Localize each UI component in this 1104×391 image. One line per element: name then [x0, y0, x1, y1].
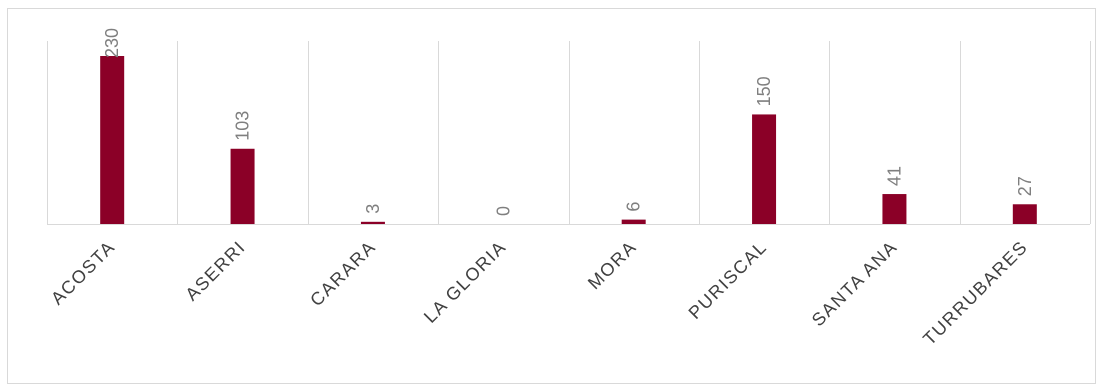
category-label: SANTA ANA — [808, 237, 901, 330]
data-label: 3 — [363, 204, 383, 214]
bar-puriscal — [752, 114, 777, 224]
category-label: MORA — [584, 237, 641, 294]
data-label: 41 — [884, 166, 904, 186]
data-label: 150 — [754, 76, 774, 106]
bar-carara — [360, 221, 385, 224]
category-label: ACOSTA — [47, 237, 119, 309]
bar-acosta — [100, 56, 125, 224]
category-label: TURRUBARES — [919, 237, 1031, 349]
bar-aserri — [230, 148, 255, 224]
chart-frame — [7, 8, 1096, 384]
data-label: 230 — [102, 28, 122, 58]
data-label: 103 — [233, 111, 253, 141]
data-label: 6 — [624, 202, 644, 212]
bar-mora — [621, 219, 646, 224]
bar-santa-ana — [882, 194, 907, 224]
category-label: CARARA — [306, 237, 380, 311]
data-label: 0 — [493, 206, 513, 216]
bar-turrubares — [1012, 204, 1037, 224]
data-label: 27 — [1015, 176, 1035, 196]
category-label: LA GLORIA — [420, 237, 510, 327]
category-label: ASERRI — [181, 237, 249, 305]
category-label: PURISCAL — [685, 237, 771, 323]
